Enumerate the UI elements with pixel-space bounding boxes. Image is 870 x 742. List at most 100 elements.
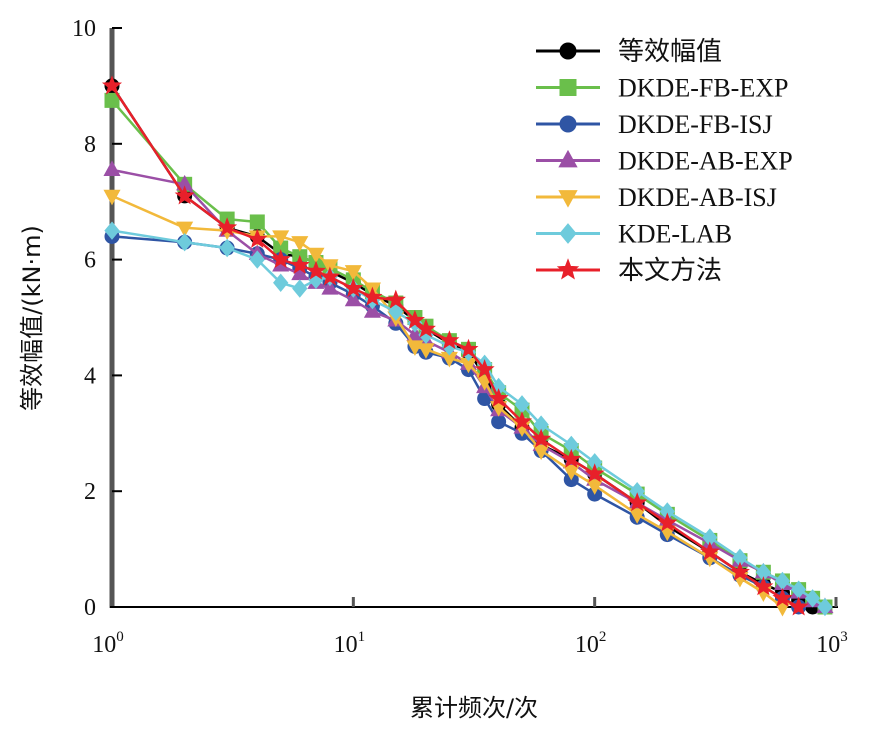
data-point [249,214,265,230]
data-point [439,330,460,350]
data-point [247,228,268,248]
data-point [101,75,123,95]
axes: 0 2 4 6 8 10 100 101 102 103 [72,16,848,658]
data-point [512,411,533,431]
legend-label: DKDE-AB-ISJ [618,183,777,212]
plot-area [101,75,834,617]
data-point [385,289,406,309]
data-point [273,273,289,292]
y-tick-label: 8 [84,132,96,158]
legend-item: KDE-LAB [536,220,732,249]
x-tick-label: 103 [816,629,848,658]
data-point [491,414,507,430]
data-point [292,279,308,298]
y-tick-label: 0 [84,595,96,621]
series-4 [103,189,792,617]
data-point [415,318,436,338]
data-point [388,302,404,321]
data-point [804,589,821,608]
x-ticks: 100 101 102 103 [92,597,848,658]
series-line [111,229,826,609]
data-point [586,479,604,495]
data-point [584,463,605,483]
legend-marker [559,115,577,133]
data-point [176,233,193,252]
data-point [270,249,291,269]
data-point [488,388,509,408]
legend: 等效幅值 DKDE-FB-EXP DKDE-FB-ISJ DKDE-AB-EXP DKD… [536,37,793,286]
data-point [104,92,120,108]
data-point [531,428,552,448]
data-point [289,254,310,274]
data-point [562,464,580,481]
data-point [217,217,238,237]
legend-item: DKDE-AB-EXP [536,147,793,176]
data-point [103,160,121,176]
legend-item: 本文方法 [536,256,722,286]
series-2 [104,228,807,615]
data-point [344,290,362,307]
series-6 [101,75,809,616]
series-5 [104,221,833,617]
data-point [305,260,326,280]
data-point [773,600,792,617]
data-point [561,448,582,468]
data-point [272,230,290,246]
y-tick-label: 10 [72,16,96,42]
legend-label: 本文方法 [618,256,722,286]
data-point [291,236,309,252]
data-point [772,587,793,607]
data-point [729,561,750,581]
legend-marker [558,190,578,208]
data-point [657,512,678,532]
data-point [176,221,194,238]
y-ticks: 0 2 4 6 8 10 [72,16,122,621]
legend-item: 等效幅值 [536,37,722,67]
data-point [219,238,235,258]
data-point [249,250,265,269]
legend-label: DKDE-FB-ISJ [618,110,773,139]
data-point [104,221,120,240]
y-tick-label: 2 [84,479,96,505]
data-point [344,265,362,281]
legend-item: DKDE-FB-EXP [536,74,788,103]
series-line [111,235,800,609]
legend-item: DKDE-AB-ISJ [536,183,777,212]
x-axis-title: 累计频次/次 [410,694,538,722]
legend-marker [556,258,580,280]
data-point [817,597,833,617]
legend-marker [558,149,578,168]
legend-label: KDE-LAB [618,220,732,249]
y-tick-label: 4 [84,363,96,389]
legend-marker [559,79,577,96]
data-point [458,338,479,358]
y-tick-label: 6 [84,248,96,274]
data-point [753,576,774,596]
data-point [363,302,381,318]
data-point [321,279,339,295]
data-point [699,541,720,561]
data-point [628,508,646,524]
legend-label: DKDE-FB-EXP [618,74,788,103]
x-tick-label: 100 [92,629,124,658]
x-tick-label: 102 [575,629,607,658]
data-point [627,492,648,512]
data-point [532,444,550,461]
legend-marker [559,223,577,244]
legend-label: 等效幅值 [618,37,722,67]
data-point [362,286,383,306]
data-point [319,266,340,286]
legend-marker [559,42,577,60]
data-point [343,277,364,298]
data-point [174,185,195,205]
data-point [103,189,121,206]
legend-item: DKDE-FB-ISJ [536,110,773,139]
data-point [474,359,495,379]
legend-label: DKDE-AB-EXP [618,147,793,176]
data-point [404,309,425,329]
data-point [307,247,325,264]
y-axis-title: 等效幅值/(kN·m) [18,225,46,411]
data-point [788,596,809,616]
x-tick-label: 101 [334,629,366,658]
